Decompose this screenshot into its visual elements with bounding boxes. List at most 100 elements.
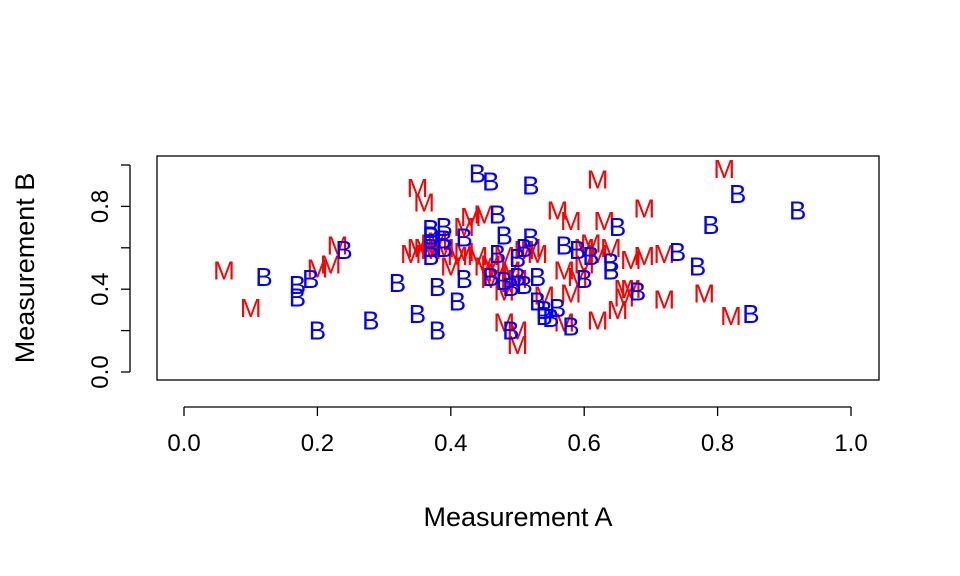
point-b: B xyxy=(422,233,439,263)
point-m: M xyxy=(520,233,542,263)
point-b: B xyxy=(702,210,719,240)
point-m: M xyxy=(400,239,422,269)
point-m: M xyxy=(547,196,569,226)
point-m: M xyxy=(413,187,435,217)
point-b: B xyxy=(289,270,306,300)
point-b: B xyxy=(576,264,593,294)
point-b: B xyxy=(362,305,379,335)
point-b: B xyxy=(409,299,426,329)
x-tick-label: 0.0 xyxy=(167,430,200,457)
point-b: B xyxy=(469,158,486,188)
point-b: B xyxy=(502,272,519,302)
point-m: M xyxy=(587,305,609,335)
point-b: B xyxy=(602,256,619,286)
x-tick-label: 0.8 xyxy=(701,430,734,457)
point-m: M xyxy=(567,262,589,292)
point-b: B xyxy=(569,235,586,265)
point-m: M xyxy=(433,233,455,263)
point-b: B xyxy=(335,235,352,265)
point-m: M xyxy=(507,316,529,346)
point-b: B xyxy=(522,222,539,252)
point-b: B xyxy=(482,262,499,292)
point-m: M xyxy=(480,264,502,294)
point-b: B xyxy=(422,241,439,271)
point-b: B xyxy=(489,239,506,269)
point-m: M xyxy=(493,276,515,306)
x-axis-title: Measurement A xyxy=(423,502,612,532)
point-b: B xyxy=(495,220,512,250)
point-b: B xyxy=(435,212,452,242)
point-m: M xyxy=(240,293,262,323)
point-b: B xyxy=(669,237,686,267)
point-b: B xyxy=(789,196,806,226)
x-tick-label: 1.0 xyxy=(834,430,867,457)
point-m: M xyxy=(587,164,609,194)
x-tick-label: 0.2 xyxy=(301,430,334,457)
point-b: B xyxy=(529,262,546,292)
point-b: B xyxy=(582,241,599,271)
point-m: M xyxy=(620,274,642,304)
x-tick-label: 0.6 xyxy=(568,430,601,457)
point-b: B xyxy=(302,264,319,294)
point-m: M xyxy=(440,251,462,281)
point-m: M xyxy=(613,282,635,312)
point-b: B xyxy=(449,287,466,317)
y-tick-label: 0.4 xyxy=(87,273,114,306)
point-m: M xyxy=(633,193,655,223)
point-m: M xyxy=(473,200,495,230)
point-b: B xyxy=(562,311,579,341)
point-b: B xyxy=(495,266,512,296)
point-b: B xyxy=(629,276,646,306)
point-m: M xyxy=(513,235,535,265)
point-m: M xyxy=(480,249,502,279)
point-b: B xyxy=(309,316,326,346)
point-b: B xyxy=(515,233,532,263)
point-b: B xyxy=(509,243,526,273)
point-m: M xyxy=(593,206,615,236)
point-b: B xyxy=(515,270,532,300)
point-m: M xyxy=(453,237,475,267)
point-b: B xyxy=(422,220,439,250)
point-m: M xyxy=(487,258,509,288)
point-m: M xyxy=(620,245,642,275)
y-tick-label: 0.0 xyxy=(87,355,114,388)
point-m: M xyxy=(473,251,495,281)
point-b: B xyxy=(422,214,439,244)
point-m: M xyxy=(507,264,529,294)
point-b: B xyxy=(429,316,446,346)
point-m: M xyxy=(307,254,329,284)
point-m: M xyxy=(507,330,529,360)
point-m: M xyxy=(613,274,635,304)
point-b: B xyxy=(536,301,553,331)
point-m: M xyxy=(413,233,435,263)
point-b: B xyxy=(536,295,553,325)
point-m: M xyxy=(560,278,582,308)
point-m: M xyxy=(533,280,555,310)
point-b: B xyxy=(729,179,746,209)
point-m: M xyxy=(493,241,515,271)
point-b: B xyxy=(502,316,519,346)
point-b: B xyxy=(255,262,272,292)
point-m: M xyxy=(553,256,575,286)
point-b: B xyxy=(489,200,506,230)
point-m: M xyxy=(573,233,595,263)
point-b: B xyxy=(435,225,452,255)
point-m: M xyxy=(607,295,629,325)
point-b: B xyxy=(609,212,626,242)
point-m: M xyxy=(713,154,735,184)
point-b: B xyxy=(556,231,573,261)
point-b: B xyxy=(529,287,546,317)
y-tick-label: 0.8 xyxy=(87,190,114,223)
point-m: M xyxy=(453,212,475,242)
point-b: B xyxy=(689,251,706,281)
point-m: M xyxy=(500,256,522,286)
point-b: B xyxy=(602,247,619,277)
point-b: B xyxy=(509,262,526,292)
point-m: M xyxy=(420,229,442,259)
point-m: M xyxy=(527,239,549,269)
point-m: M xyxy=(693,278,715,308)
point-b: B xyxy=(389,268,406,298)
point-m: M xyxy=(720,301,742,331)
